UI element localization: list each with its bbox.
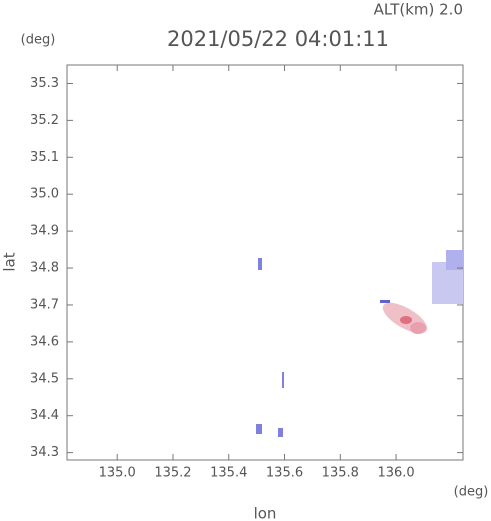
x-axis-label: lon <box>254 505 277 521</box>
y-tick-label: 34.5 <box>30 371 59 386</box>
y-tick-label: 35.1 <box>30 150 59 165</box>
y-unit: (deg) <box>21 33 56 48</box>
y-tick-label: 34.7 <box>30 297 59 312</box>
x-tick-label: 135.2 <box>154 466 191 481</box>
y-tick-label: 34.8 <box>30 261 59 276</box>
echo <box>446 250 463 270</box>
echo <box>410 322 426 334</box>
altitude-label: ALT(km) 2.0 <box>374 1 463 19</box>
x-tick-label: 136.0 <box>377 466 414 481</box>
y-tick-label: 35.2 <box>30 113 59 128</box>
x-tick-label: 135.6 <box>266 466 303 481</box>
y-tick-label: 35.3 <box>30 76 59 91</box>
y-tick-label: 34.6 <box>30 334 59 349</box>
x-tick-label: 135.8 <box>322 466 359 481</box>
echo <box>278 428 283 437</box>
x-unit: (deg) <box>454 485 489 500</box>
radar-echoes <box>256 250 463 437</box>
echo <box>380 300 390 303</box>
y-axis-label: lat <box>1 252 19 271</box>
plot-frame <box>66 64 464 461</box>
echo <box>282 372 284 388</box>
y-tick-label: 34.4 <box>30 408 59 423</box>
echo <box>256 424 262 434</box>
x-tick-label: 135.0 <box>99 466 136 481</box>
chart-title: 2021/05/22 04:01:11 <box>167 27 389 51</box>
y-tick-label: 35.0 <box>30 187 59 202</box>
y-tick-label: 34.9 <box>30 224 59 239</box>
x-tick-label: 135.4 <box>210 466 247 481</box>
echo <box>258 258 262 270</box>
echo <box>400 316 412 324</box>
y-tick-label: 34.3 <box>30 445 59 460</box>
